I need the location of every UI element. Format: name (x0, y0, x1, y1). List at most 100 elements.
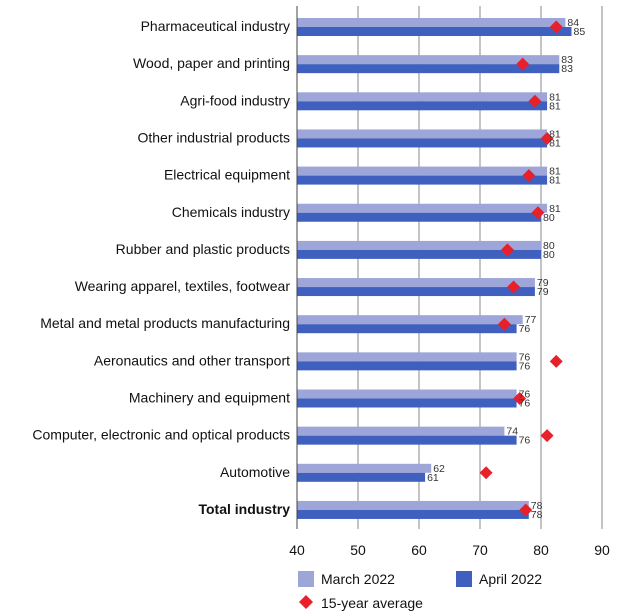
bar-april-2022-metal-and-metal-products-manufacturing (297, 324, 517, 334)
value-label-march-2022-wood-paper-and-printing: 83 (561, 54, 573, 66)
value-label-april-2022-other-industrial-products: 81 (549, 137, 561, 149)
marker-15-year-average-other-industrial-products (540, 131, 554, 145)
bar-april-2022-pharmaceutical-industry (297, 27, 572, 36)
value-labels: 8485838381818181818181808080797977767676… (427, 17, 585, 521)
bar-april-2022-computer-electronic-and-optical-products (297, 435, 517, 445)
bar-april-2022-other-industrial-products (297, 138, 548, 148)
bar-march-2022-aeronautics-and-other-transport (297, 352, 517, 362)
bar-april-2022-electrical-equipment (297, 175, 548, 185)
x-tick-label-60: 60 (411, 542, 427, 558)
value-label-april-2022-aeronautics-and-other-transport: 76 (519, 360, 531, 372)
category-label-electrical-equipment: Electrical equipment (164, 167, 290, 183)
value-label-april-2022-total-industry: 78 (531, 509, 543, 521)
value-label-april-2022-pharmaceutical-industry: 85 (574, 26, 586, 38)
legend: March 2022 April 2022 15-year average (298, 571, 542, 611)
marker-15-year-average-automotive (479, 466, 493, 480)
value-label-march-2022-aeronautics-and-other-transport: 76 (519, 351, 531, 363)
bar-march-2022-electrical-equipment (297, 166, 548, 176)
value-label-march-2022-other-industrial-products: 81 (549, 128, 561, 140)
x-axis: 40 50 60 70 80 90 (289, 6, 610, 558)
value-label-march-2022-agri-food-industry: 81 (549, 91, 561, 103)
legend-marker-15-year-average (299, 595, 313, 609)
marker-15-year-average-metal-and-metal-products-manufacturing (497, 317, 511, 331)
marker-15-year-average-electrical-equipment (522, 169, 536, 183)
category-label-rubber-and-plastic-products: Rubber and plastic products (116, 241, 290, 257)
bar-march-2022-rubber-and-plastic-products (297, 240, 541, 250)
value-label-march-2022-automotive: 62 (433, 463, 445, 475)
grid (296, 6, 603, 529)
bar-march-2022-metal-and-metal-products-manufacturing (297, 315, 523, 325)
value-label-march-2022-metal-and-metal-products-manufacturing: 77 (525, 314, 537, 326)
bars (297, 18, 572, 519)
bar-april-2022-agri-food-industry (297, 101, 548, 111)
category-label-other-industrial-products: Other industrial products (137, 129, 290, 145)
category-label-pharmaceutical-industry: Pharmaceutical industry (141, 18, 290, 34)
value-label-april-2022-wood-paper-and-printing: 83 (561, 63, 573, 75)
legend-label-april-2022: April 2022 (479, 571, 542, 587)
category-label-automotive: Automotive (220, 464, 290, 480)
bar-march-2022-pharmaceutical-industry (297, 18, 566, 27)
marker-15-year-average-computer-electronic-and-optical-products (540, 429, 554, 443)
x-tick-label-70: 70 (472, 542, 488, 558)
x-tick-label-90: 90 (594, 542, 610, 558)
bar-april-2022-chemicals-industry (297, 212, 541, 222)
category-label-total-industry: Total industry (198, 501, 290, 517)
legend-label-march-2022: March 2022 (321, 571, 395, 587)
bar-april-2022-aeronautics-and-other-transport (297, 361, 517, 371)
category-labels: Pharmaceutical industry Wood, paper and p… (32, 18, 290, 517)
category-label-machinery-and-equipment: Machinery and equipment (129, 390, 290, 406)
value-label-march-2022-pharmaceutical-industry: 84 (567, 17, 579, 29)
marker-15-year-average-wearing-apparel-textiles-footwear (507, 280, 521, 294)
bar-march-2022-machinery-and-equipment (297, 389, 517, 399)
x-tick-label-80: 80 (533, 542, 549, 558)
value-label-march-2022-machinery-and-equipment: 76 (519, 389, 531, 401)
markers (479, 20, 563, 517)
value-label-april-2022-chemicals-industry: 80 (543, 212, 555, 224)
value-label-april-2022-metal-and-metal-products-manufacturing: 76 (519, 323, 531, 335)
bar-march-2022-wood-paper-and-printing (297, 55, 560, 65)
bar-march-2022-total-industry (297, 500, 529, 510)
value-label-march-2022-total-industry: 78 (531, 500, 543, 512)
marker-15-year-average-machinery-and-equipment (513, 392, 527, 405)
value-label-april-2022-wearing-apparel-textiles-footwear: 79 (537, 286, 549, 298)
category-label-wood-paper-and-printing: Wood, paper and printing (133, 55, 290, 71)
bar-march-2022-chemicals-industry (297, 203, 548, 213)
legend-swatch-march-2022 (298, 571, 314, 587)
value-label-april-2022-machinery-and-equipment: 76 (519, 398, 531, 410)
bar-april-2022-rubber-and-plastic-products (297, 249, 541, 259)
value-label-march-2022-chemicals-industry: 81 (549, 203, 561, 215)
value-label-april-2022-automotive: 61 (427, 472, 439, 484)
category-label-metal-and-metal-products-manufacturing: Metal and metal products manufacturing (40, 315, 290, 331)
value-label-march-2022-computer-electronic-and-optical-products: 74 (506, 426, 518, 438)
value-label-april-2022-rubber-and-plastic-products: 80 (543, 249, 555, 261)
value-label-april-2022-agri-food-industry: 81 (549, 100, 561, 112)
x-tick-label-40: 40 (289, 542, 305, 558)
value-label-march-2022-rubber-and-plastic-products: 80 (543, 240, 555, 252)
legend-swatch-april-2022 (456, 571, 472, 587)
value-label-april-2022-electrical-equipment: 81 (549, 175, 561, 187)
category-label-wearing-apparel-textiles-footwear: Wearing apparel, textiles, footwear (75, 278, 291, 294)
category-label-agri-food-industry: Agri-food industry (180, 92, 290, 108)
marker-15-year-average-agri-food-industry (528, 94, 542, 108)
bar-april-2022-wood-paper-and-printing (297, 64, 560, 74)
value-label-april-2022-computer-electronic-and-optical-products: 76 (519, 435, 531, 447)
bar-march-2022-other-industrial-products (297, 129, 548, 139)
marker-15-year-average-chemicals-industry (531, 206, 545, 220)
marker-15-year-average-wood-paper-and-printing (516, 57, 530, 71)
bar-april-2022-machinery-and-equipment (297, 398, 517, 408)
category-label-computer-electronic-and-optical-products: Computer, electronic and optical product… (32, 427, 290, 443)
bar-april-2022-wearing-apparel-textiles-footwear (297, 287, 535, 297)
value-label-march-2022-electrical-equipment: 81 (549, 166, 561, 178)
marker-15-year-average-aeronautics-and-other-transport (549, 354, 563, 368)
marker-15-year-average-pharmaceutical-industry (549, 20, 563, 34)
bar-april-2022-total-industry (297, 509, 529, 519)
bar-april-2022-automotive (297, 472, 426, 482)
x-tick-label-50: 50 (350, 542, 366, 558)
category-label-aeronautics-and-other-transport: Aeronautics and other transport (94, 352, 290, 368)
marker-15-year-average-rubber-and-plastic-products (500, 243, 514, 257)
bar-march-2022-agri-food-industry (297, 92, 548, 102)
bar-march-2022-automotive (297, 463, 432, 473)
bar-march-2022-computer-electronic-and-optical-products (297, 426, 505, 436)
bar-march-2022-wearing-apparel-textiles-footwear (297, 278, 535, 288)
